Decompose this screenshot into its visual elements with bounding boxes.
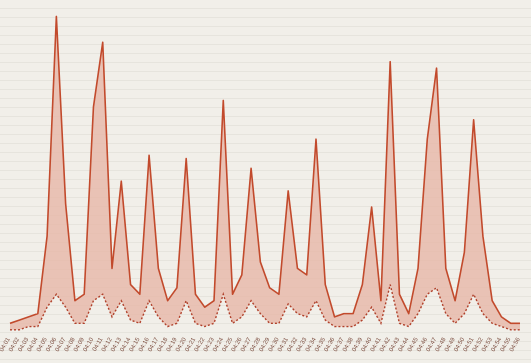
chart: 04:0104:0204:0304:0404:0504:0604:0704:08…	[0, 0, 531, 363]
